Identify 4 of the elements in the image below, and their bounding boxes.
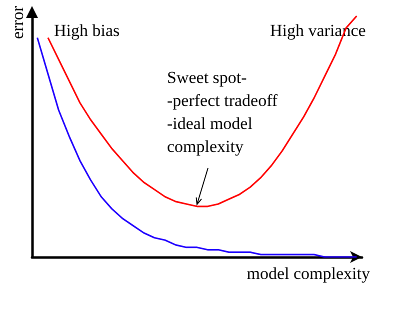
y-axis-title: error bbox=[8, 6, 27, 40]
annotation: Sweet spot- -perfect tradeoff -ideal model complexity bbox=[167, 68, 278, 156]
x-axis-title: model complexity bbox=[246, 264, 370, 283]
annotation: High bias bbox=[54, 21, 120, 40]
